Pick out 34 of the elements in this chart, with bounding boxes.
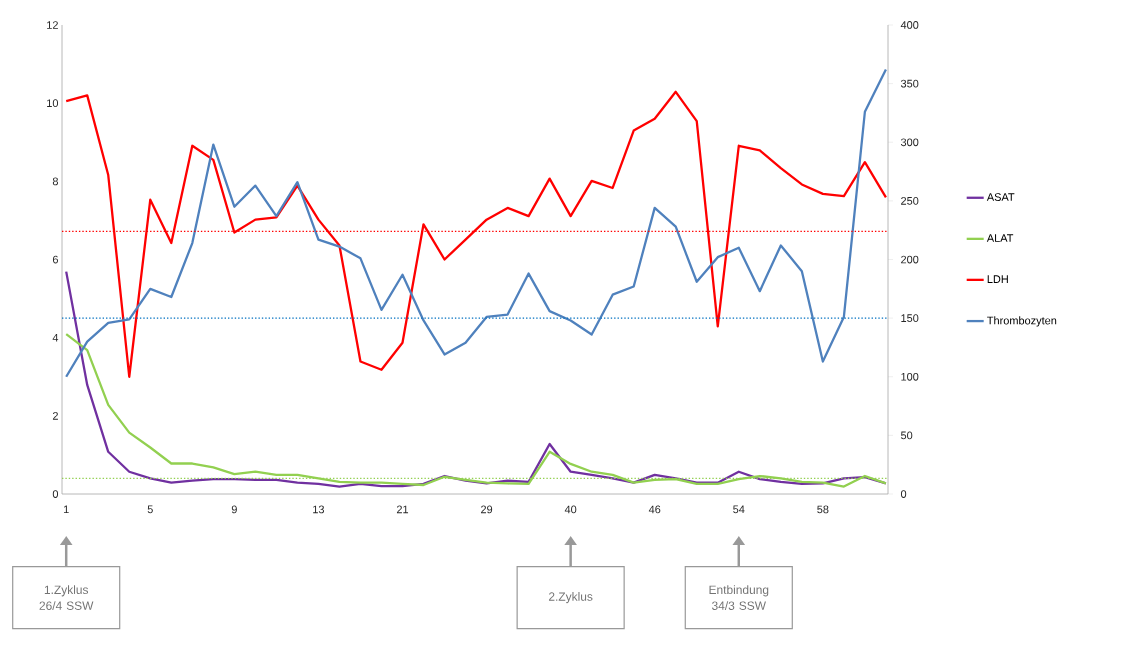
line-series (65, 332, 888, 488)
legend-label: Thrombozyten (987, 316, 1057, 327)
x-tick-label: 46 (648, 505, 661, 514)
x-tick-label: 40 (564, 505, 577, 514)
x-tick-label: 5 (147, 505, 153, 514)
legend-label: ASAT (986, 193, 1015, 201)
legend-label: ALAT (986, 234, 1014, 242)
x-tick-label: 29 (481, 505, 493, 514)
y2-tick-label: 100 (901, 372, 919, 381)
y-tick-label: 8 (52, 177, 58, 186)
y-tick-label: 12 (47, 21, 58, 29)
x-tick-label: 1 (63, 505, 69, 514)
y-tick-label: 6 (52, 255, 58, 264)
y-tick-label: 10 (47, 99, 59, 108)
text: Entbindung 34/3 SSW (709, 585, 769, 610)
y2-tick-label: 0 (900, 490, 907, 498)
x-tick-label: 58 (817, 505, 829, 514)
y2-tick-label: 300 (900, 138, 919, 147)
y-tick-label: 4 (52, 333, 59, 342)
y2-tick-label: 200 (901, 255, 919, 264)
text: 1.Zyklus 26/4 SSW (39, 585, 94, 610)
y2-tick-label: 250 (901, 197, 919, 205)
text: 2.Zyklus (548, 592, 593, 604)
y2-tick-label: 350 (900, 79, 919, 88)
y2-tick-label: 400 (900, 21, 919, 29)
y-tick-label: 2 (52, 412, 58, 420)
x-tick-label: 54 (733, 505, 745, 514)
legend-label: LDH (987, 275, 1008, 283)
x-tick-label: 13 (313, 505, 325, 514)
x-tick-label: 21 (396, 505, 409, 514)
x-tick-label: 9 (231, 505, 237, 514)
y2-tick-label: 50 (900, 431, 913, 440)
y2-tick-label: 150 (901, 314, 919, 322)
y-tick-label: 0 (52, 490, 59, 498)
